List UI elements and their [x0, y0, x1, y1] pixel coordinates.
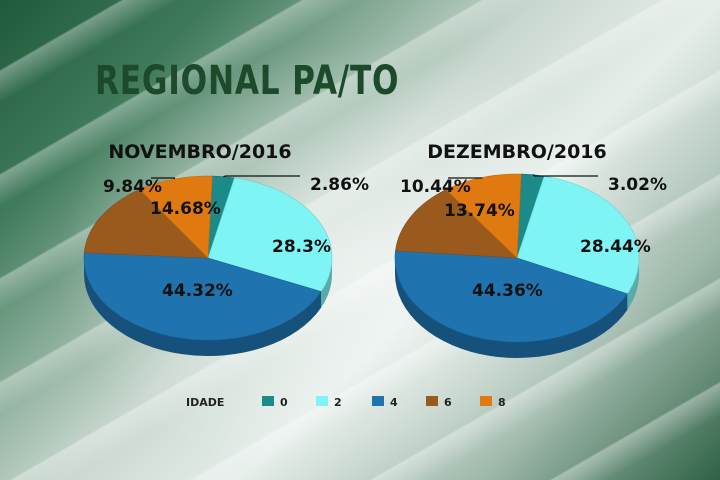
pie-slice-side — [321, 258, 332, 308]
data-label: 28.3% — [272, 237, 331, 257]
legend-label: 4 — [390, 396, 398, 409]
pie-slice — [83, 252, 322, 341]
data-label: 44.32% — [162, 281, 233, 301]
pie-slice-side — [84, 258, 322, 356]
legend-title: IDADE — [186, 396, 224, 409]
legend-swatch — [262, 396, 274, 406]
leader-line — [532, 174, 598, 177]
data-label: 13.74% — [444, 201, 515, 221]
legend-swatch — [426, 396, 438, 406]
chart-title: NOVEMBRO/2016 — [108, 141, 291, 163]
leader-line — [151, 177, 176, 180]
pie-slice — [395, 189, 518, 259]
page-title: REGIONAL PA/TO — [95, 58, 400, 104]
pie-slice — [139, 175, 213, 259]
legend-swatch — [480, 396, 492, 406]
pie-slice-side — [394, 258, 628, 358]
data-label: 9.84% — [103, 177, 162, 197]
pie-slice — [207, 177, 333, 292]
legend-label: 0 — [280, 396, 288, 409]
legend-label: 2 — [334, 396, 342, 409]
data-label: 2.86% — [310, 175, 369, 195]
data-label: 44.36% — [472, 281, 543, 301]
data-label: 28.44% — [580, 237, 651, 257]
legend-swatch — [372, 396, 384, 406]
legend-label: 6 — [444, 396, 452, 409]
pie-slice — [394, 250, 628, 343]
chart-title: DEZEMBRO/2016 — [427, 141, 607, 163]
data-label: 3.02% — [608, 175, 667, 195]
legend-label: 8 — [498, 396, 506, 409]
pie-slice — [516, 175, 640, 295]
leader-line — [223, 175, 300, 178]
data-label: 10.44% — [400, 177, 471, 197]
data-label: 14.68% — [150, 199, 221, 219]
legend-swatch — [316, 396, 328, 406]
pie-slice — [83, 189, 209, 259]
